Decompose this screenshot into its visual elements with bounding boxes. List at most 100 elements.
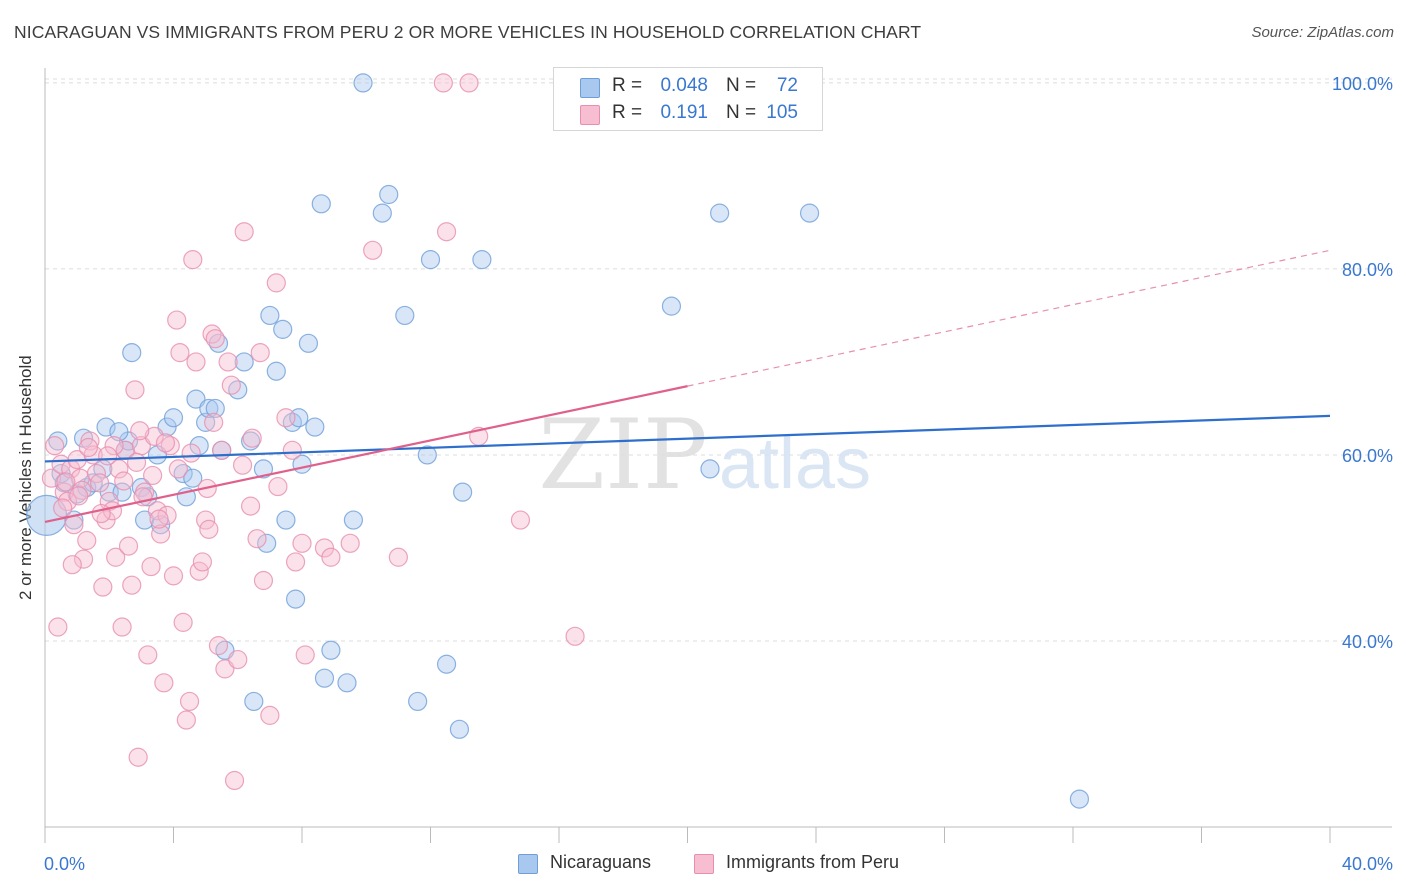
data-point: [253, 459, 274, 479]
data-point: [266, 361, 286, 381]
data-point: [78, 437, 98, 458]
legend-swatch-peru: [580, 105, 600, 125]
data-point: [449, 719, 470, 739]
data-point: [321, 547, 341, 567]
data-points: [26, 73, 1090, 809]
data-point: [276, 408, 296, 428]
data-point: [151, 524, 171, 544]
y-tick-label: 40.0%: [1342, 632, 1393, 652]
legend-label-nicaraguans: Nicaraguans: [550, 852, 652, 872]
data-point: [183, 250, 203, 270]
watermark: ZIP atlas: [538, 399, 871, 511]
data-point: [173, 612, 193, 632]
chart-title: NICARAGUAN VS IMMIGRANTS FROM PERU 2 OR …: [14, 22, 922, 42]
data-point: [710, 203, 730, 223]
y-tick-label: 60.0%: [1342, 446, 1393, 466]
n-value: 72: [776, 75, 798, 96]
data-point: [311, 194, 331, 214]
data-point: [98, 446, 118, 466]
n-label: N =: [726, 102, 757, 123]
data-point: [436, 222, 457, 242]
data-point: [41, 468, 62, 488]
data-point: [221, 375, 241, 395]
data-point: [661, 296, 682, 316]
data-point: [510, 510, 531, 530]
legend-swatch-peru: [694, 854, 714, 874]
data-point: [234, 352, 254, 372]
data-point: [186, 352, 206, 372]
data-point: [242, 428, 262, 448]
data-point: [64, 515, 84, 535]
trend-lines: [44, 249, 1331, 523]
axes: [44, 68, 1392, 843]
data-point: [192, 552, 213, 572]
data-point: [420, 250, 441, 270]
data-point: [314, 538, 335, 558]
data-point: [122, 343, 142, 363]
r-value: 0.191: [660, 102, 708, 123]
r-value: 0.048: [660, 75, 708, 96]
data-point: [144, 426, 164, 446]
data-point: [168, 459, 188, 479]
data-point: [379, 184, 399, 205]
data-point: [91, 503, 111, 524]
data-point: [205, 329, 225, 349]
watermark-zip: ZIP: [538, 399, 707, 511]
data-point: [48, 617, 68, 637]
data-point: [285, 589, 306, 609]
data-point: [93, 577, 113, 597]
data-point: [215, 659, 235, 679]
data-point: [232, 455, 253, 475]
data-point: [112, 617, 132, 637]
data-point: [241, 496, 261, 516]
data-point: [363, 240, 383, 260]
data-point: [276, 510, 296, 530]
data-point: [176, 710, 196, 730]
data-point: [204, 412, 224, 432]
data-point: [565, 626, 585, 646]
y-tick-label: 80.0%: [1342, 260, 1393, 280]
data-point: [257, 533, 277, 553]
data-point: [453, 482, 473, 502]
data-point: [170, 343, 190, 363]
data-point: [321, 640, 341, 660]
data-point: [154, 673, 174, 693]
data-point: [62, 555, 82, 575]
data-point: [799, 203, 820, 223]
data-point: [118, 536, 139, 556]
data-point: [224, 770, 245, 791]
data-point: [126, 452, 147, 472]
trend-line-extension: [687, 249, 1331, 387]
data-point: [472, 250, 492, 270]
data-point: [314, 668, 335, 688]
data-point: [130, 421, 150, 441]
data-point: [408, 691, 428, 712]
n-label: N =: [726, 75, 757, 96]
data-point: [149, 509, 169, 529]
series-nicaraguans: [26, 73, 1090, 809]
data-point: [186, 389, 206, 409]
data-point: [90, 473, 110, 493]
data-point: [337, 673, 357, 693]
series-peru: [41, 73, 585, 791]
x-tick-label: 0.0%: [44, 854, 85, 874]
data-point: [189, 436, 209, 456]
data-point: [260, 305, 280, 326]
r-label: R =: [612, 75, 643, 96]
legend-label-peru: Immigrants from Peru: [726, 852, 900, 872]
data-point: [141, 556, 161, 577]
data-point: [205, 398, 225, 419]
legend-swatch-nicaraguans: [518, 854, 538, 874]
data-point: [285, 552, 306, 572]
trend-line: [44, 414, 1331, 463]
x-tick-label: 40.0%: [1342, 854, 1393, 874]
data-point: [155, 433, 176, 453]
n-value: 105: [766, 102, 798, 123]
data-point: [212, 440, 232, 460]
data-point: [183, 468, 203, 488]
data-point: [700, 459, 720, 479]
data-point: [295, 645, 315, 665]
data-point: [282, 440, 302, 460]
data-point: [395, 305, 415, 326]
source-label: Source: ZipAtlas.com: [1251, 24, 1394, 41]
